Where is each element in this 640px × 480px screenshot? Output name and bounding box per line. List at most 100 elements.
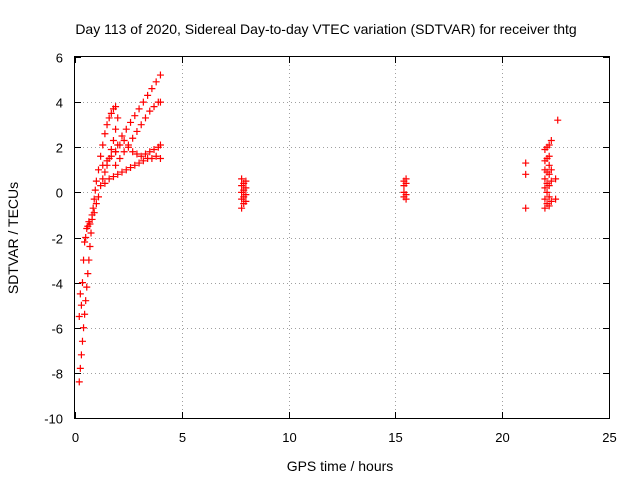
data-point <box>547 166 555 174</box>
y-tick-label: -2 <box>51 232 63 247</box>
data-point <box>541 204 549 212</box>
data-point <box>80 324 88 332</box>
data-point <box>146 107 154 115</box>
data-point <box>112 161 120 169</box>
data-point <box>90 209 98 217</box>
data-point <box>141 150 149 158</box>
data-point <box>545 182 553 190</box>
data-point <box>146 148 154 156</box>
data-point <box>91 186 99 194</box>
data-point <box>238 204 246 212</box>
data-point <box>139 98 147 106</box>
data-point <box>127 118 135 126</box>
data-point <box>238 175 246 183</box>
data-point <box>133 127 141 135</box>
chart-title: Day 113 of 2020, Sidereal Day-to-day VTE… <box>75 21 576 37</box>
data-point <box>124 143 132 151</box>
series-rise-steep <box>75 103 120 386</box>
x-tick-label: 0 <box>72 430 79 445</box>
data-point <box>112 125 120 133</box>
data-point <box>141 114 149 122</box>
data-point <box>99 175 107 183</box>
series-cluster-8h <box>238 175 250 212</box>
data-point <box>135 105 143 113</box>
data-point <box>81 310 89 318</box>
data-points <box>75 71 562 386</box>
data-point <box>105 114 113 122</box>
data-point <box>116 141 124 149</box>
data-point <box>99 141 107 149</box>
data-point <box>135 159 143 167</box>
data-point <box>552 175 560 183</box>
data-point <box>122 125 130 133</box>
data-point <box>242 177 250 185</box>
data-point <box>522 170 530 178</box>
y-tick-label: -8 <box>51 367 63 382</box>
data-point <box>522 204 530 212</box>
data-point <box>131 161 139 169</box>
data-point <box>547 177 555 185</box>
data-point <box>107 146 115 154</box>
data-point <box>92 200 100 208</box>
data-point <box>137 121 145 129</box>
data-point <box>109 136 117 144</box>
data-point <box>522 159 530 167</box>
data-point <box>122 166 130 174</box>
data-point <box>76 364 84 372</box>
data-point <box>545 193 553 201</box>
x-tick-label: 5 <box>179 430 186 445</box>
data-point <box>76 290 84 298</box>
data-point <box>97 152 105 160</box>
data-point <box>82 297 90 305</box>
data-point <box>94 166 102 174</box>
data-point <box>83 283 91 291</box>
data-point <box>114 114 122 122</box>
series-cluster-15h <box>400 175 410 203</box>
x-axis-label: GPS time / hours <box>287 458 394 474</box>
y-tick-label: 4 <box>56 96 63 111</box>
x-tick-label: 25 <box>602 430 616 445</box>
data-point <box>545 170 553 178</box>
data-point <box>78 279 86 287</box>
data-point <box>543 188 551 196</box>
data-point <box>547 197 555 205</box>
data-point <box>103 121 111 129</box>
data-point <box>129 148 137 156</box>
data-point <box>156 141 164 149</box>
data-point <box>545 141 553 149</box>
data-point <box>105 175 113 183</box>
data-point <box>541 184 549 192</box>
data-point <box>84 270 92 278</box>
data-point <box>116 155 124 163</box>
data-point <box>137 152 145 160</box>
data-point <box>75 378 83 386</box>
y-tick-label: 2 <box>56 141 63 156</box>
data-point <box>107 152 115 160</box>
data-point <box>129 134 137 142</box>
series-cluster-21-22h <box>522 116 562 212</box>
data-point <box>86 220 94 228</box>
data-point <box>101 130 109 138</box>
x-tick-label: 20 <box>495 430 509 445</box>
data-point <box>144 91 152 99</box>
data-point <box>545 161 553 169</box>
data-point <box>545 202 553 210</box>
y-tick-label: 0 <box>56 186 63 201</box>
data-point <box>402 195 410 203</box>
axis-ticks: 0 5 10 15 20 25 -10 -8 -6 -4 -2 0 2 4 6 <box>44 51 617 446</box>
data-point <box>92 177 100 185</box>
y-tick-label: -4 <box>51 277 63 292</box>
data-point <box>156 71 164 79</box>
data-point <box>152 152 160 160</box>
x-tick-label: 10 <box>282 430 296 445</box>
data-point <box>120 136 128 144</box>
data-point <box>114 170 122 178</box>
y-tick-label: -10 <box>44 412 63 427</box>
series-arc-lower <box>99 136 164 169</box>
data-point <box>118 168 126 176</box>
data-point <box>547 136 555 144</box>
data-point <box>148 85 156 93</box>
data-point <box>554 116 562 124</box>
data-point <box>75 312 83 320</box>
